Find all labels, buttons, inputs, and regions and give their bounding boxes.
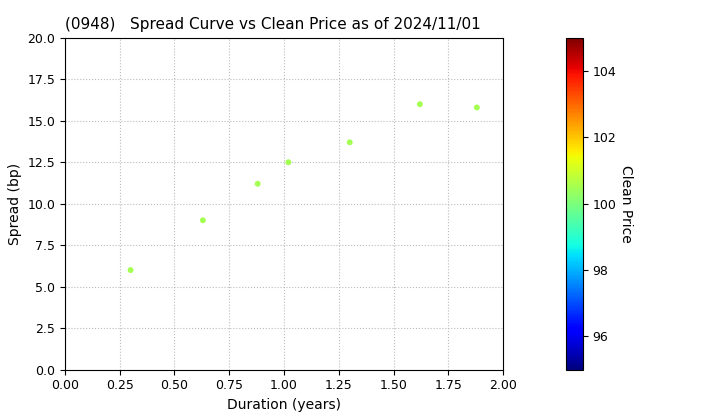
Point — [252, 181, 264, 187]
Y-axis label: Clean Price: Clean Price — [619, 165, 633, 243]
Point — [197, 217, 209, 223]
Point — [471, 104, 482, 111]
Y-axis label: Spread (bp): Spread (bp) — [8, 163, 22, 245]
Text: (0948)   Spread Curve vs Clean Price as of 2024/11/01: (0948) Spread Curve vs Clean Price as of… — [65, 18, 480, 32]
Point — [414, 101, 426, 108]
X-axis label: Duration (years): Duration (years) — [227, 398, 341, 412]
Point — [344, 139, 356, 146]
Point — [282, 159, 294, 165]
Point — [125, 267, 136, 273]
